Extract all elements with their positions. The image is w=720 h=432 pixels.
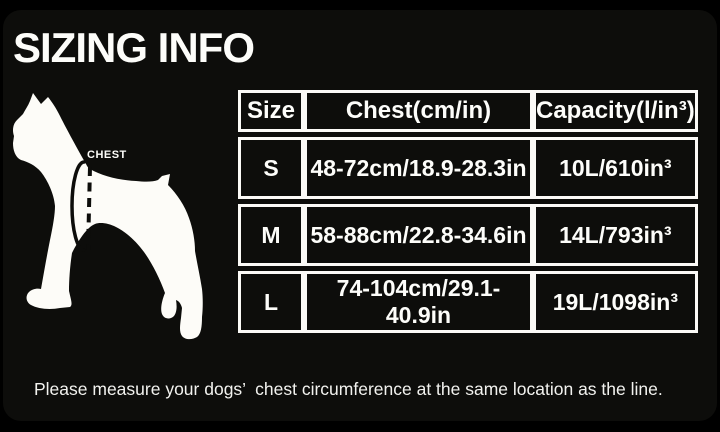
chest-cell: 58-88cm/22.8-34.6in bbox=[304, 204, 533, 266]
size-cell: L bbox=[238, 271, 304, 333]
measurement-instruction: Please measure your dogs’ chest circumfe… bbox=[34, 379, 663, 399]
page-title: SIZING INFO bbox=[13, 24, 255, 71]
table-row: M 58-88cm/22.8-34.6in 14L/793in³ bbox=[238, 204, 698, 266]
header-size: Size bbox=[238, 90, 304, 132]
table-row: L 74-104cm/29.1-40.9in 19L/1098in³ bbox=[238, 271, 698, 333]
capacity-cell: 14L/793in³ bbox=[533, 204, 698, 266]
chest-measure-line-dashed bbox=[86, 166, 92, 252]
size-cell: M bbox=[238, 204, 304, 266]
header-capacity: Capacity(l/in³) bbox=[533, 90, 698, 132]
capacity-cell: 10L/610in³ bbox=[533, 137, 698, 199]
table-header-row: Size Chest(cm/in) Capacity(l/in³) bbox=[238, 90, 698, 132]
table-row: S 48-72cm/18.9-28.3in 10L/610in³ bbox=[238, 137, 698, 199]
dog-body-shape bbox=[13, 93, 203, 340]
capacity-cell: 19L/1098in³ bbox=[533, 271, 698, 333]
chest-measure-line-solid bbox=[70, 160, 86, 252]
chest-cell: 48-72cm/18.9-28.3in bbox=[304, 137, 533, 199]
chest-cell: 74-104cm/29.1-40.9in bbox=[304, 271, 533, 333]
size-cell: S bbox=[238, 137, 304, 199]
dog-measurement-diagram: CHEST bbox=[0, 85, 215, 345]
sizing-table: Size Chest(cm/in) Capacity(l/in³) S 48-7… bbox=[238, 85, 698, 338]
dog-silhouette-icon: CHEST bbox=[13, 93, 203, 340]
chest-label: CHEST bbox=[87, 149, 127, 161]
header-chest: Chest(cm/in) bbox=[304, 90, 533, 132]
